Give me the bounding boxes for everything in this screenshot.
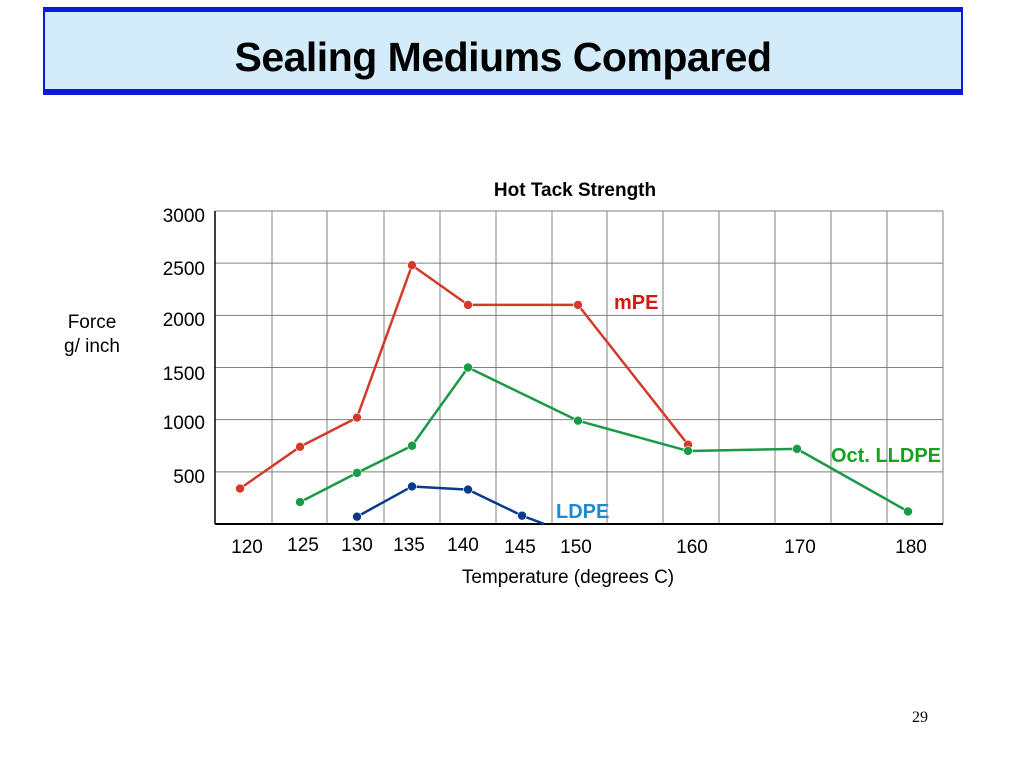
x-tick-label: 135 [393,535,425,556]
x-tick-label: 120 [231,537,263,558]
series-label: Oct. LLDPE [831,445,941,467]
x-tick-label: 145 [504,537,536,558]
data-point [517,510,527,521]
series-line-1 [299,366,909,513]
x-axis-label: Temperature (degrees C) [462,567,674,588]
x-tick-label: 140 [447,535,479,556]
y-tick-label: 1000 [163,413,205,434]
chart-grid [214,210,944,525]
data-point [463,300,473,310]
y-tick-label: 500 [173,467,205,488]
slide-title: Sealing Mediums Compared [234,34,772,80]
series-label: mPE [614,292,658,314]
y-tick-label: 2000 [163,310,205,331]
series-label: LDPE [556,501,609,523]
chart-title: Hot Tack Strength [494,180,656,201]
data-point [463,362,473,373]
y-tick-label: 1500 [163,364,205,385]
x-tick-label: 180 [895,537,927,558]
data-point [352,511,362,522]
y-tick-label: 2500 [163,259,205,280]
data-point [295,441,305,452]
data-point [463,484,473,495]
x-tick-label: 125 [287,535,319,556]
data-point [352,468,362,478]
y-tick-label: 3000 [163,206,205,227]
chart-labels: mPE Oct. LLDPE LDPE Hot Tack Strength 3000 25… [64,180,941,588]
data-point [295,497,305,507]
x-tick-label: 150 [560,537,592,558]
y-axis-label: Force [68,312,117,333]
data-point [235,483,245,494]
data-point [573,300,583,310]
x-tick-label: 170 [784,537,816,558]
data-point [573,415,583,426]
data-point [903,506,913,517]
series-line-2 [356,485,545,526]
chart-series [235,260,913,526]
title-bar: Sealing Mediums Compared [43,7,963,95]
data-point [792,444,802,454]
page-number: 29 [912,709,928,726]
data-point [407,481,417,492]
data-point [407,260,417,271]
data-point [352,412,362,423]
data-point [407,440,417,451]
x-tick-label: 130 [341,535,373,556]
x-tick-label: 160 [676,537,708,558]
data-point [683,446,693,456]
y-axis-label: g/ inch [64,336,120,357]
